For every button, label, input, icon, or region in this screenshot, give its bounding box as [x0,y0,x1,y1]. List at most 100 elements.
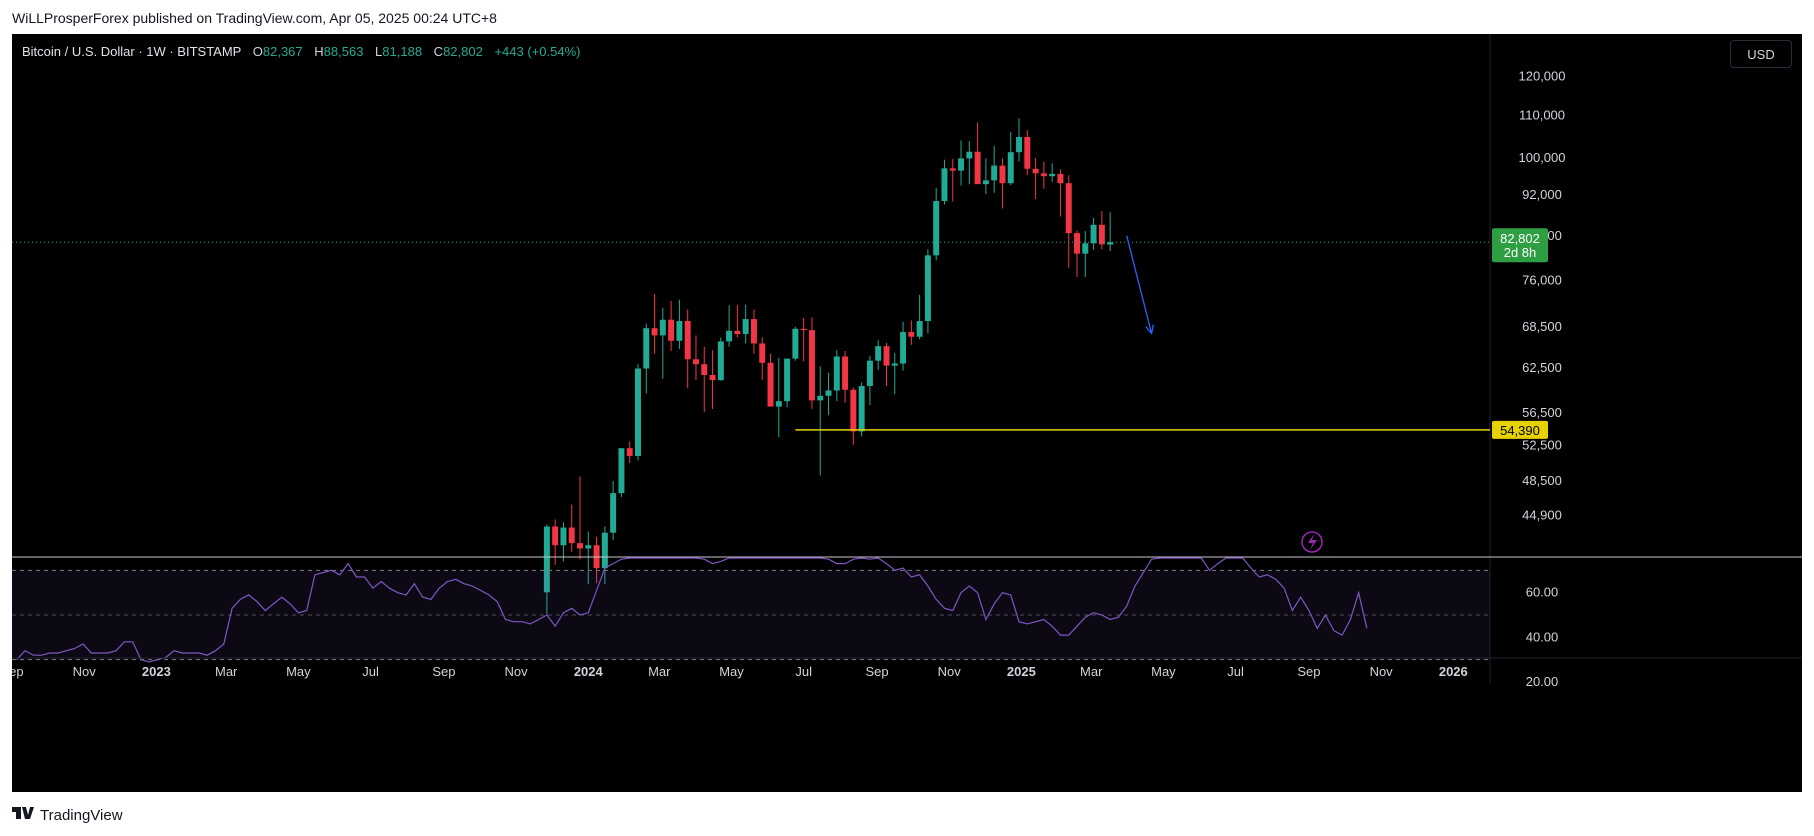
candle-body [1098,224,1105,245]
price-tick-label: 52,500 [1522,438,1562,453]
last-price-label: 82,802 [1500,231,1540,246]
candle-body [974,151,981,185]
candle-body [1032,168,1039,174]
candle-body [759,343,766,363]
rsi-line [16,557,1368,663]
time-tick-label: Sep [12,664,24,679]
close-label: C [433,44,444,59]
candle-body [577,543,583,549]
last-price-badge [1492,228,1548,263]
candle-body [1049,173,1056,177]
candle-body [676,321,683,341]
candle-body [933,201,940,256]
high-label: H [314,44,324,59]
time-tick-label: May [719,664,744,679]
candle-body [1040,173,1047,177]
candle-body [543,526,550,593]
price-tick-label: 120,000 [1519,69,1566,84]
candle-body [1065,183,1072,234]
candle-body [817,395,824,401]
price-tick-label: 68,500 [1522,319,1562,334]
time-tick-label: May [286,664,311,679]
time-tick-label: 2024 [574,664,604,679]
candle-body [560,527,567,546]
candle-body [875,346,882,361]
price-tick-label: 62,500 [1522,360,1562,375]
candle-body [775,401,782,407]
candle-body [717,341,724,381]
time-tick-label: 2026 [1439,664,1468,679]
alert-lightning-icon [1301,531,1323,553]
candle-body [784,358,791,402]
time-tick-label: May [1151,664,1176,679]
candle-body [684,321,691,360]
projection-arrow [1126,235,1153,334]
rsi-tick-label: 40.00 [1526,629,1559,644]
candle-body [651,328,658,336]
candle-body [991,165,998,181]
price-tick-label: 92,000 [1522,187,1562,202]
projection-arrow-head [1145,324,1154,335]
candle-body [966,151,973,159]
chart-frame[interactable]: 120,000110,000100,00092,00084,00076,0006… [12,34,1802,792]
rsi-tick-label: 60.00 [1526,585,1559,600]
currency-button[interactable]: USD [1730,40,1792,68]
candle-body [1107,242,1114,245]
price-tick-label: 100,000 [1519,150,1566,165]
time-tick-label: Nov [73,664,97,679]
candle-body [726,330,733,342]
candle-body [601,532,608,569]
time-tick-label: Mar [215,664,238,679]
tradingview-brand[interactable]: TradingView [12,806,123,824]
time-tick-label: Sep [865,664,888,679]
time-tick-label: Sep [432,664,455,679]
symbol-name: Bitcoin / U.S. Dollar · 1W · BITSTAMP [22,44,242,59]
low-label: L [375,44,383,59]
candle-body [792,328,799,359]
candle-body [833,356,840,391]
candle-body [552,526,559,546]
candle-body [618,448,625,494]
candle-body [734,330,741,335]
candle-body [1024,137,1031,169]
candle-body [866,360,873,387]
candle-body [958,158,965,171]
candle-body [585,545,592,549]
candle-body [842,356,849,390]
candle-body [924,255,931,322]
time-tick-label: Jul [362,664,379,679]
candle-body [891,363,898,366]
support-price-label: 54,390 [1500,423,1540,438]
close-value: 82,802 [443,44,483,59]
time-tick-label: Mar [1080,664,1103,679]
change-value: +443 (+0.54%) [494,44,581,59]
candle-body [750,319,757,344]
published-info: WiLLProsperForex published on TradingVie… [12,10,497,26]
rsi-tick-label: 20.00 [1526,674,1559,689]
candle-body [982,180,989,185]
candle-body [1016,137,1023,153]
price-tick-label: 56,500 [1522,405,1562,420]
candle-body [1057,173,1064,184]
chart-canvas[interactable]: 120,000110,000100,00092,00084,00076,0006… [12,34,1802,792]
bar-countdown-label: 2d 8h [1504,245,1537,260]
candle-body [626,448,633,456]
candle-body [668,319,675,341]
candle-body [635,368,641,456]
candle-body [742,319,749,335]
time-tick-label: Nov [938,664,962,679]
price-tick-label: 44,900 [1522,507,1562,522]
price-tick-label: 76,000 [1522,272,1562,287]
candle-body [692,359,699,365]
candle-body [908,332,915,337]
open-value: 82,367 [262,44,303,59]
price-tick-label: 110,000 [1519,107,1565,122]
candle-body [941,168,948,202]
high-value: 88,563 [323,44,364,59]
price-tick-label: 48,500 [1522,473,1562,488]
low-value: 81,188 [382,44,423,59]
symbol-legend: Bitcoin / U.S. Dollar · 1W · BITSTAMP O8… [22,44,580,59]
time-tick-label: Sep [1297,664,1320,679]
candle-body [1082,243,1089,254]
time-tick-label: Nov [1370,664,1394,679]
